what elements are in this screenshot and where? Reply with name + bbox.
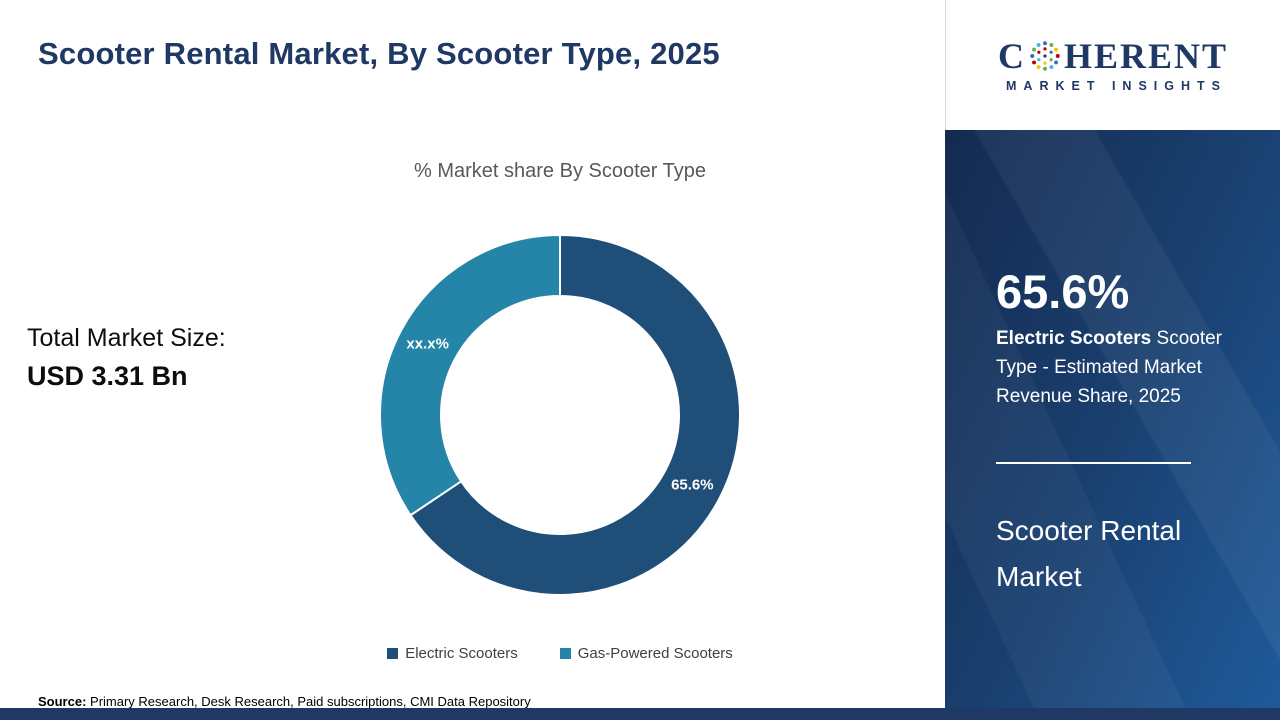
donut-slice-label: 65.6% [671,477,714,494]
legend-item: Electric Scooters [387,645,518,662]
legend-label: Gas-Powered Scooters [577,645,733,662]
dotted-globe-icon [1030,40,1060,71]
bottom-accent-bar [0,708,1280,720]
report-market-name: Scooter Rental Market [996,514,1182,592]
highlight-stat-description: Electric Scooters Scooter Type - Estimat… [996,325,1231,412]
legend-label: Electric Scooters [405,645,518,662]
sidebar: C [945,0,1280,708]
donut-chart-svg: 65.6% xx.x% [379,233,741,596]
source-label: Source: [38,694,87,709]
legend-swatch-icon [387,648,399,659]
legend-swatch-icon [559,648,571,659]
brand-logo-text-post: HERENT [1063,35,1229,76]
brand-logo-wordmark: C [998,38,1228,74]
source-line: Source: Primary Research, Desk Research,… [38,694,531,709]
chart-subtitle: % Market share By Scooter Type [414,160,706,182]
source-text: Primary Research, Desk Research, Paid su… [86,694,531,709]
donut-chart: 65.6% xx.x% [376,231,744,599]
donut-slice-1 [379,233,561,517]
panel-divider [996,461,1191,464]
page-title: Scooter Rental Market, By Scooter Type, … [38,36,720,71]
total-market-size-label: Total Market Size: [27,324,226,352]
donut-slice-0 [409,233,741,596]
legend-item: Gas-Powered Scooters [559,645,733,662]
brand-logo-text-pre: C [997,35,1026,76]
sidebar-highlight-panel: 65.6% Electric Scooters Scooter Type - E… [945,130,1280,708]
total-market-size-block: Total Market Size: USD 3.31 Bn [27,324,226,392]
chart-legend: Electric Scooters Gas-Powered Scooters [260,645,860,662]
brand-logo-subtitle: MARKET INSIGHTS [1006,78,1227,93]
brand-logo: C [945,0,1280,130]
highlight-stat-value: 65.6% [996,265,1130,318]
donut-slice-label: xx.x% [406,335,449,352]
highlight-stat-segment: Electric Scooters [996,328,1152,349]
total-market-size-value: USD 3.31 Bn [27,361,188,391]
highlight-stat-rest: Scooter Type - Estimated Market Revenue … [996,328,1223,407]
